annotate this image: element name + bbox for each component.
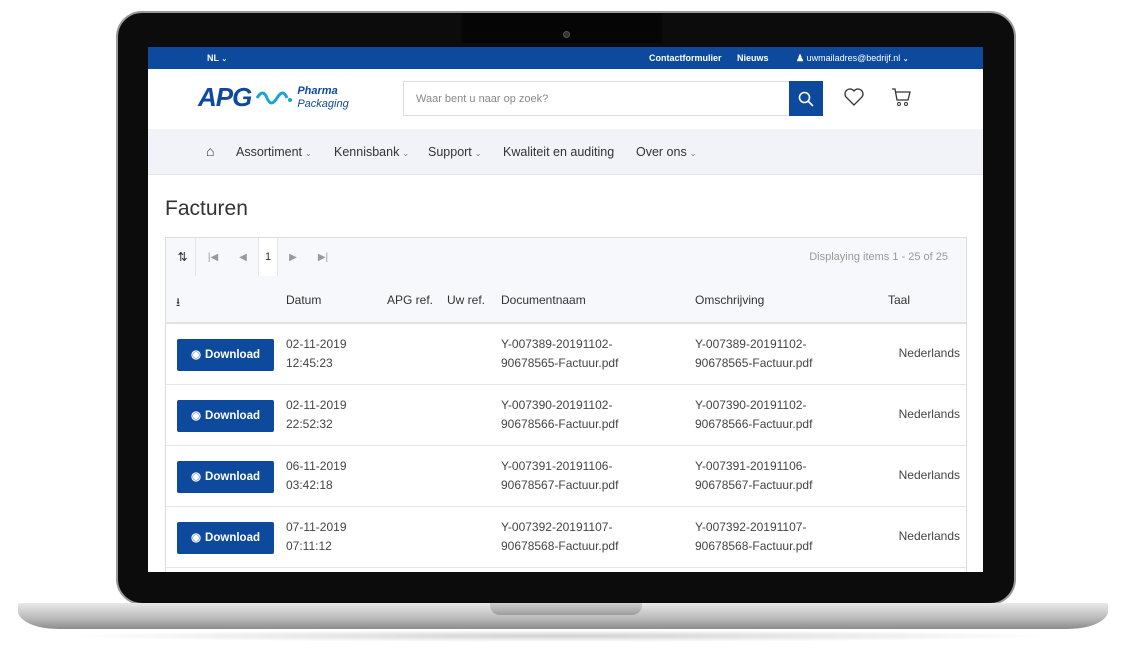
home-icon[interactable]: ⌂ <box>206 143 215 159</box>
grid-toolbar: ⇅ |◀ ◀ 1 ▶ ▶| Displaying items 1 - 25 of… <box>166 238 966 276</box>
table-row: ◉ Download 06-11-2019 03:42:18 Y-007391-20… <box>166 446 966 507</box>
chevron-down-icon: ⌄ <box>305 149 312 158</box>
download-label: Download <box>205 531 260 544</box>
eye-icon: ◉ <box>191 531 202 544</box>
cell-taal: Nederlands <box>898 346 960 360</box>
user-icon: ♟ <box>796 53 805 63</box>
cell-omschrijving: Y-007391-20191106- 90678567-Factuur.pdf <box>695 459 813 492</box>
cell-datum: 07-11-2019 07:11:12 <box>286 520 347 553</box>
eye-icon: ◉ <box>191 470 202 483</box>
logo-text: Pharma Packaging <box>297 84 349 110</box>
logo[interactable]: APG Pharma Packaging <box>198 82 349 113</box>
main-nav: ⌂ Assortiment ⌄ Kennisbank ⌄ Support ⌄ Kwal… <box>148 129 983 175</box>
current-page[interactable]: 1 <box>258 238 278 276</box>
logo-wave-icon <box>256 91 293 104</box>
download-button[interactable]: ◉ Download <box>177 461 274 493</box>
table-header: ⭳ Datum APG ref. Uw ref. Documentnaam Om… <box>166 276 966 324</box>
eye-icon: ◉ <box>191 409 202 422</box>
laptop-notch <box>462 13 662 43</box>
header: APG Pharma Packaging Waar bent u naar op … <box>148 69 983 129</box>
search-input[interactable]: Waar bent u naar op zoek? <box>403 81 790 116</box>
download-column-icon: ⭳ <box>176 295 181 309</box>
language-label: NL <box>207 53 219 63</box>
chevron-down-icon: ⌄ <box>689 149 697 158</box>
col-documentnaam[interactable]: Documentnaam <box>501 293 586 307</box>
nav-item-over-ons[interactable]: Over ons ⌄ <box>636 145 697 159</box>
last-page-icon[interactable]: ▶| <box>317 251 329 263</box>
download-label: Download <box>205 348 260 361</box>
user-email: uwmailadres@bedrijf.nl <box>806 53 901 63</box>
cell-taal: Nederlands <box>898 529 960 543</box>
logo-apg: APG <box>198 82 252 112</box>
news-link[interactable]: Nieuws <box>737 53 769 63</box>
col-omschrijving[interactable]: Omschrijving <box>695 293 765 307</box>
download-label: Download <box>205 470 260 483</box>
contact-link[interactable]: Contactformulier <box>649 53 722 63</box>
nav-item-kwaliteit[interactable]: Kwaliteit en auditing <box>503 145 615 159</box>
laptop-base-notch <box>490 603 642 615</box>
paging-info: Displaying items 1 - 25 of 25 <box>809 251 948 263</box>
download-button[interactable]: ◉ Download <box>177 522 274 554</box>
top-bar: NL ⌄ Contactformulier Nieuws ♟ uwmailadr… <box>148 47 983 69</box>
chevron-down-icon: ⌄ <box>402 149 410 158</box>
heart-icon[interactable] <box>843 87 865 107</box>
refresh-icon[interactable]: ⇅ <box>170 238 196 276</box>
camera-icon <box>563 31 570 38</box>
language-selector[interactable]: NL ⌄ <box>207 53 227 63</box>
nav-item-assortiment[interactable]: Assortiment ⌄ <box>236 145 312 159</box>
chevron-down-icon: ⌄ <box>474 149 482 158</box>
search-icon <box>798 91 814 107</box>
table-row: ◉ Download 02-11-2019 22:52:32 Y-007390-20… <box>166 385 966 446</box>
chevron-down-icon: ⌄ <box>221 56 228 63</box>
download-label: Download <box>205 409 260 422</box>
cell-datum: 02-11-2019 22:52:32 <box>286 398 347 431</box>
chevron-down-icon: ⌄ <box>902 56 909 63</box>
cell-documentnaam: Y-007392-20191107- 90678568-Factuur.pdf <box>501 520 619 553</box>
col-uw-ref[interactable]: Uw ref. <box>447 293 486 307</box>
next-page-icon[interactable]: ▶ <box>289 251 297 263</box>
cell-omschrijving: Y-007390-20191102- 90678566-Factuur.pdf <box>695 398 813 431</box>
col-datum[interactable]: Datum <box>286 293 322 307</box>
cell-taal: Nederlands <box>898 407 960 421</box>
cell-documentnaam: Y-007389-20191102- 90678565-Factuur.pdf <box>501 337 619 370</box>
search-button[interactable] <box>789 81 823 116</box>
prev-page-icon[interactable]: ◀ <box>239 251 247 263</box>
eye-icon: ◉ <box>191 348 202 361</box>
invoice-grid: ⇅ |◀ ◀ 1 ▶ ▶| Displaying items 1 - 25 of… <box>165 237 967 572</box>
user-menu[interactable]: ♟ uwmailadres@bedrijf.nl ⌄ <box>796 53 909 64</box>
cell-omschrijving: Y-007389-20191102- 90678565-Factuur.pdf <box>695 337 813 370</box>
cell-omschrijving: Y-007392-20191107- 90678568-Factuur.pdf <box>695 520 813 553</box>
cell-datum: 06-11-2019 03:42:18 <box>286 459 347 492</box>
download-button[interactable]: ◉ Download <box>177 400 274 432</box>
cell-documentnaam: Y-007390-20191102- 90678566-Factuur.pdf <box>501 398 619 431</box>
download-button[interactable]: ◉ Download <box>177 339 274 371</box>
cell-datum: 02-11-2019 12:45:23 <box>286 337 347 370</box>
screen: NL ⌄ Contactformulier Nieuws ♟ uwmailadr… <box>148 47 983 572</box>
first-page-icon[interactable]: |◀ <box>207 251 219 263</box>
page-title: Facturen <box>165 197 248 220</box>
nav-item-kennisbank[interactable]: Kennisbank ⌄ <box>334 145 410 159</box>
laptop-shadow <box>60 630 1060 642</box>
cart-icon[interactable] <box>891 87 913 107</box>
cell-documentnaam: Y-007391-20191106- 90678567-Factuur.pdf <box>501 459 619 492</box>
cell-taal: Nederlands <box>898 468 960 482</box>
table-row: ◉ Download 07-11-2019 07:11:12 Y-007392-20… <box>166 507 966 568</box>
table-row: ◉ Download 02-11-2019 12:45:23 Y-007389-20… <box>166 324 966 385</box>
col-taal[interactable]: Taal <box>888 293 911 307</box>
nav-item-support[interactable]: Support ⌄ <box>428 145 482 159</box>
col-apg-ref[interactable]: APG ref. <box>387 293 434 307</box>
